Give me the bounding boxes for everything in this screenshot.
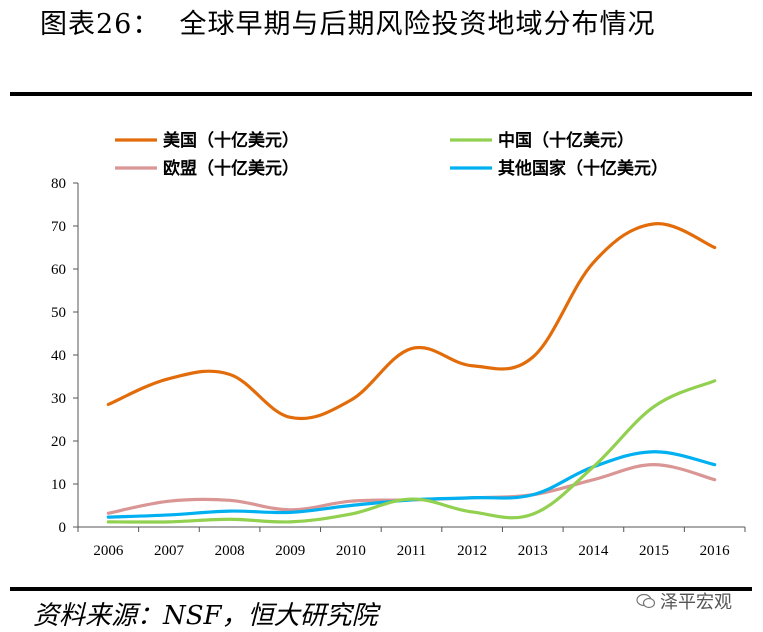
x-tick-label: 2009 [275,543,305,559]
legend-label: 其他国家（十亿美元） [498,158,668,179]
y-tick-label: 40 [51,348,66,364]
legend-label: 中国（十亿美元） [498,130,634,151]
series-line-3 [106,450,717,519]
series-line-2 [106,463,717,515]
legend-label: 美国（十亿美元） [163,130,299,151]
chart-axes: 0 10 20 30 40 50 60 70 80 2006 2007 2008 2009 2010 201… [51,176,746,559]
x-tick-label: 2012 [457,543,487,559]
y-tick-label: 0 [59,520,67,536]
y-tick-label: 50 [51,305,66,321]
x-tick-label: 2013 [518,543,548,559]
y-tick-label: 60 [51,262,66,278]
y-tick-label: 80 [51,176,66,192]
watermark: 泽平宏观 [636,588,732,614]
series-line-0 [106,222,717,421]
y-tick-label: 20 [51,434,66,450]
legend-label: 欧盟（十亿美元） [163,158,299,179]
x-tick-label: 2008 [215,543,245,559]
watermark-text: 泽平宏观 [660,592,732,613]
series-line-1 [106,379,717,524]
y-tick-label: 10 [51,477,66,493]
top-rule [10,92,752,96]
y-tick-label: 70 [51,219,66,235]
figure-title: 图表26： 全球早期与后期风险投资地域分布情况 [40,9,656,40]
x-tick-label: 2006 [93,543,124,559]
x-tick-label: 2014 [578,543,609,559]
bottom-rule [10,587,752,591]
chart-series-lines [106,222,717,524]
x-tick-label: 2007 [154,543,185,559]
chart-legend: 美国（十亿美元） 中国（十亿美元） 欧盟（十亿美元） 其他国家（十亿美元） [115,130,668,179]
x-tick-label: 2010 [336,543,366,559]
wechat-icon [636,593,656,609]
x-tick-label: 2016 [700,543,731,559]
source-note: 资料来源：NSF，恒大研究院 [33,601,378,631]
x-tick-label: 2015 [639,543,669,559]
x-tick-label: 2011 [397,543,426,559]
y-tick-label: 30 [51,391,66,407]
